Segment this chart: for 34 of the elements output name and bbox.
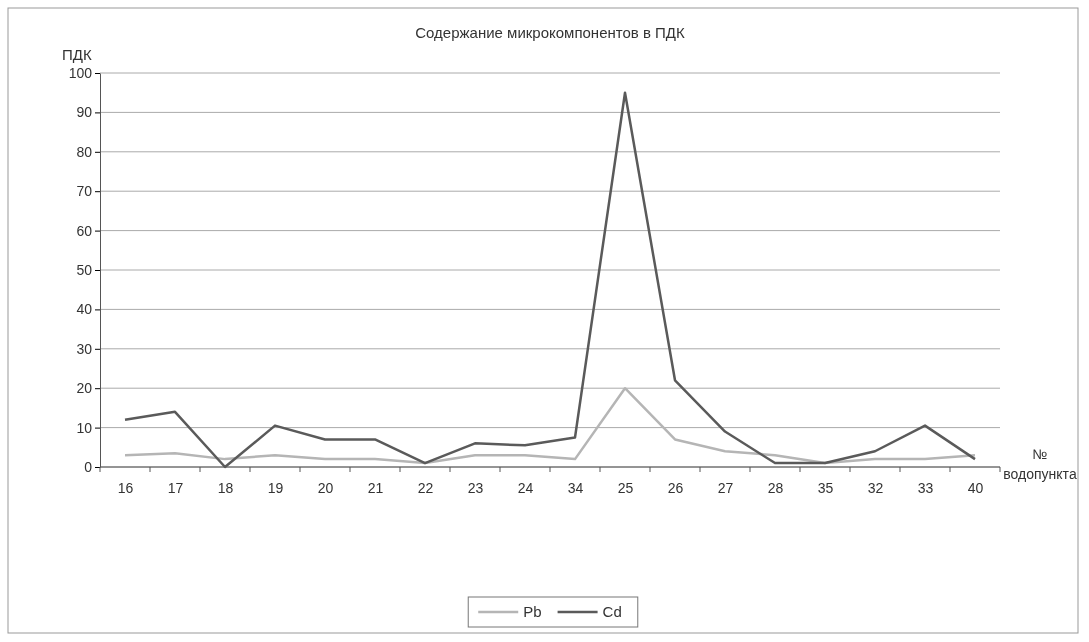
x-tick-label: 24 — [517, 479, 534, 496]
y-tick-label: 60 — [76, 222, 93, 239]
x-tick-label: 25 — [617, 479, 634, 496]
legend-label: Cd — [602, 603, 622, 620]
x-tick-label: 33 — [917, 479, 934, 496]
x-tick-label: 28 — [767, 479, 784, 496]
y-tick-label: 10 — [76, 419, 93, 436]
x-tick-label: 21 — [367, 479, 384, 496]
y-tick-label: 80 — [76, 143, 93, 160]
y-tick-label: 0 — [84, 458, 93, 475]
y-tick-label: 90 — [76, 104, 93, 121]
x-tick-label: 22 — [417, 479, 434, 496]
x-tick-label: 16 — [117, 479, 134, 496]
y-tick-label: 40 — [76, 301, 93, 318]
x-axis-title: № водопункта — [1003, 446, 1077, 482]
x-tick-label: 19 — [267, 479, 284, 496]
chart-title: Содержание микрокомпонентов в ПДК — [415, 24, 686, 41]
x-tick-label: 26 — [667, 479, 684, 496]
y-axis-title: ПДК — [62, 46, 92, 63]
y-tick-label: 70 — [76, 183, 93, 200]
x-tick-label: 35 — [817, 479, 834, 496]
y-tick-label: 30 — [76, 340, 93, 357]
x-tick-label: 17 — [167, 479, 184, 496]
x-tick-label: 40 — [967, 479, 984, 496]
x-tick-label: 34 — [567, 479, 584, 496]
x-tick-label: 18 — [217, 479, 234, 496]
y-tick-label: 100 — [68, 64, 93, 81]
y-tick-label: 50 — [76, 261, 93, 278]
x-tick-label: 20 — [317, 479, 334, 496]
y-tick-label: 20 — [76, 380, 93, 397]
legend-label: Pb — [523, 603, 542, 620]
x-tick-label: 27 — [717, 479, 734, 496]
x-tick-label: 32 — [867, 479, 884, 496]
x-tick-label: 23 — [467, 479, 484, 496]
